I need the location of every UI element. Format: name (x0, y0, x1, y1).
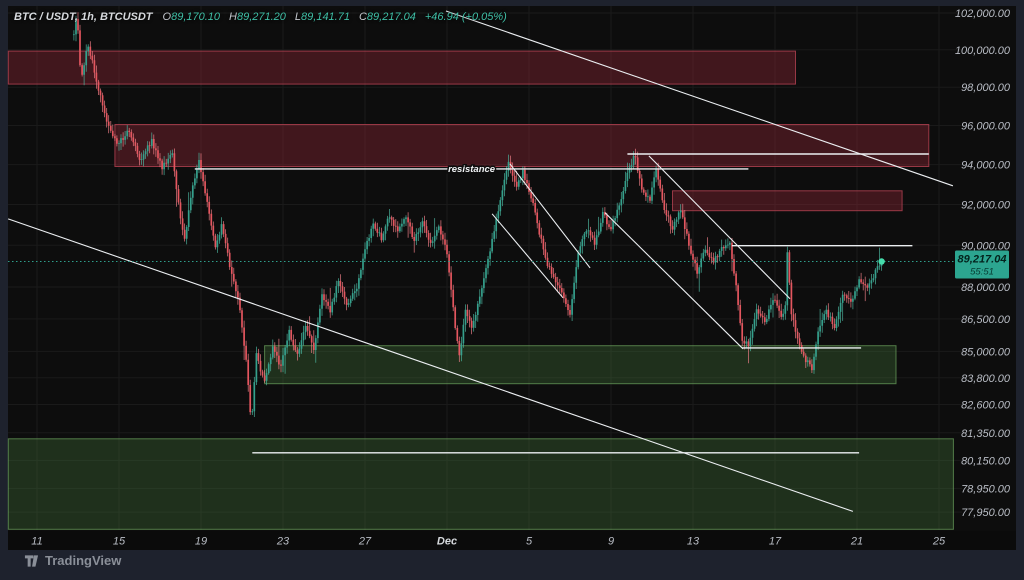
price-axis-label: 102,000.00 (955, 8, 1011, 20)
last-price-dot (878, 258, 885, 265)
time-axis-label: 9 (608, 536, 614, 548)
trendline-2[interactable] (7, 218, 854, 512)
time-axis-label: 21 (850, 536, 863, 548)
supply-zone[interactable] (7, 50, 797, 85)
price-axis-label: 100,000.00 (955, 45, 1011, 57)
down-candle-bodies (77, 18, 869, 413)
time-axis-label: 17 (769, 536, 782, 548)
tradingview-logo[interactable]: TradingView (24, 553, 121, 568)
price-axis-label: 88,000.00 (961, 282, 1011, 294)
time-axis-label: 15 (113, 536, 126, 548)
time-axis-label: 5 (526, 536, 533, 548)
resistance-label: resistance (448, 164, 496, 175)
demand-zone[interactable] (7, 438, 954, 530)
price-axis-label: 94,000.00 (961, 160, 1011, 172)
price-axis-label: 98,000.00 (961, 82, 1011, 94)
time-axis-label: Dec (437, 536, 457, 548)
last-price-badge (955, 250, 1009, 279)
symbol-info-bar[interactable]: BTC / USDT, 1h, BTCUSDT O89,170.10 H89,2… (14, 9, 507, 25)
trendline-4[interactable] (491, 213, 564, 299)
symbol-title[interactable]: BTC / USDT, 1h, BTCUSDT (14, 11, 153, 23)
ohlc-close: C89,217.04 (358, 11, 416, 23)
ohlc-open: O89,170.10 (162, 11, 221, 23)
last-price-badge-value: 89,217.04 (958, 254, 1007, 266)
trendline-5[interactable] (648, 155, 791, 300)
price-axis-label: 83,800.00 (961, 373, 1011, 385)
price-axis-label: 82,600.00 (961, 400, 1011, 412)
price-axis-label: 77,950.00 (961, 507, 1011, 519)
price-axis-label: 90,000.00 (961, 240, 1011, 252)
price-axis-label: 85,000.00 (961, 346, 1011, 358)
up-candle-bodies (73, 18, 883, 413)
chart-background (8, 6, 1016, 550)
grid-lines (8, 6, 962, 530)
time-axis-label: 27 (358, 536, 372, 548)
time-axis-label: 23 (276, 536, 290, 548)
price-axis-label: 92,000.00 (961, 200, 1011, 212)
price-axis-label: 96,000.00 (961, 121, 1011, 133)
trendline-1[interactable] (445, 10, 954, 187)
tradingview-logo-text: TradingView (45, 553, 122, 568)
time-axis-label: 13 (687, 536, 700, 548)
time-axis-label: 19 (195, 536, 207, 548)
price-axis-label: 78,950.00 (961, 483, 1011, 495)
ohlc-low: L89,141.71 (294, 11, 350, 23)
trendline-6[interactable] (604, 212, 744, 350)
ohlc-high: H89,271.20 (229, 11, 286, 23)
price-axis-label: 80,150.00 (961, 455, 1011, 467)
price-change: +46.94 (+0.05%) (424, 11, 507, 23)
price-axis-label: 86,500.00 (961, 314, 1011, 326)
tradingview-logo-icon (24, 554, 39, 567)
time-scale[interactable] (8, 531, 1016, 550)
supply-zone[interactable] (114, 124, 930, 167)
time-axis-label: 11 (31, 536, 42, 548)
demand-zone[interactable] (264, 345, 897, 385)
time-axis-label: 25 (932, 536, 946, 548)
price-axis-label: 81,350.00 (961, 428, 1011, 440)
trendline-3[interactable] (509, 163, 591, 269)
bar-countdown: 55:51 (970, 267, 994, 278)
supply-zone[interactable] (672, 190, 903, 212)
